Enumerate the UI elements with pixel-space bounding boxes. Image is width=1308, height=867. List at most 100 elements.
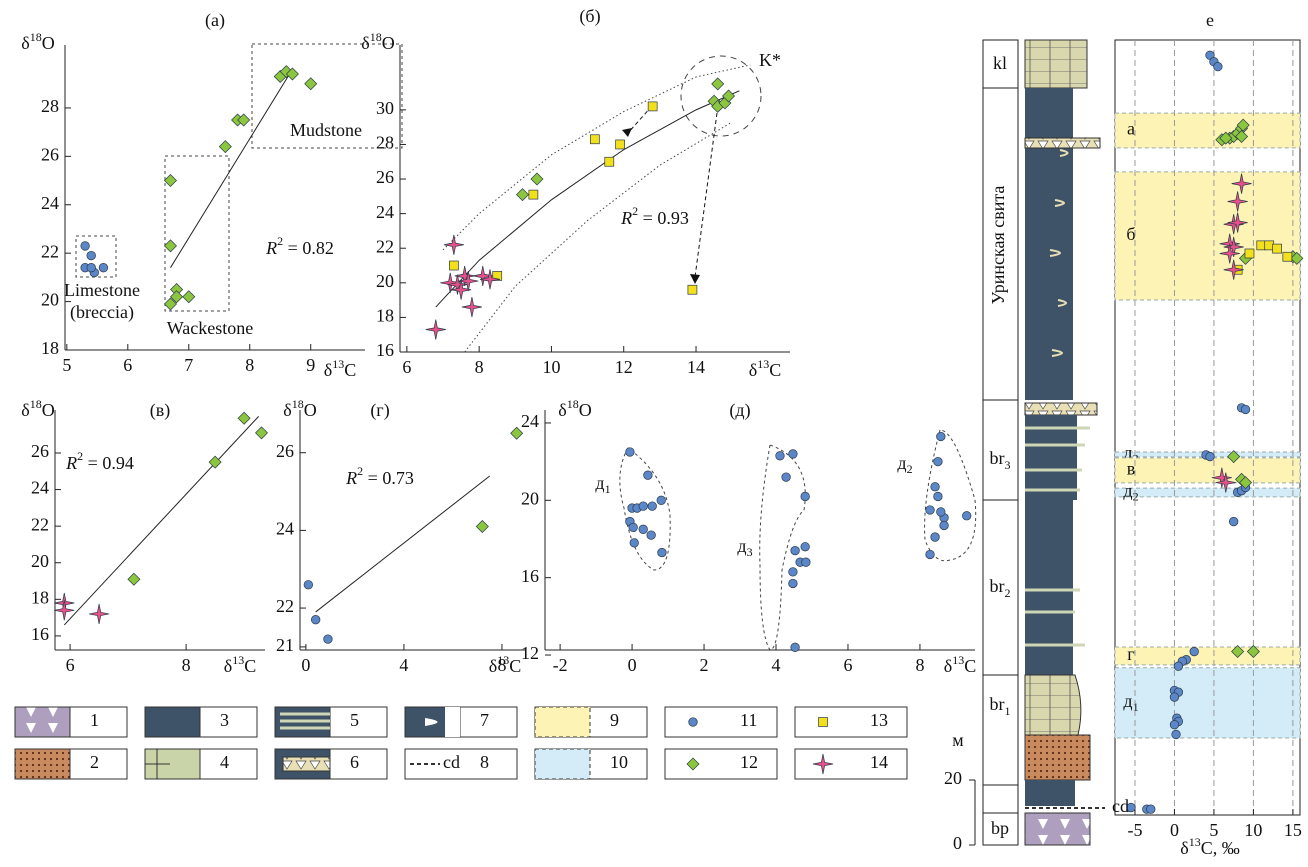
point [54,600,75,621]
band [1114,112,1301,149]
y-tick-label: 28 [41,96,59,116]
x-axis-label-part: C [244,656,256,676]
legend-swatch [145,749,170,779]
y-tick-label: 20 [31,551,49,571]
point [647,101,658,112]
panel-title: (д) [729,400,750,421]
point [788,578,798,589]
band [1114,171,1301,301]
y-tick-label: 20 [376,271,394,291]
point [1240,404,1251,415]
unit-label: br1 [990,694,1011,718]
band [1114,646,1301,666]
point [458,271,479,292]
y-tick-label: 24 [376,202,394,222]
annotation: д1 [595,473,610,496]
point [638,524,648,534]
point [255,426,269,440]
point [440,272,461,293]
annotation-part: 2 [77,449,83,463]
cd-label: cd [1112,796,1129,816]
legend-number: 7 [480,710,489,730]
legend-box [794,748,908,780]
point [1246,645,1260,659]
panel-title: (г) [370,400,389,421]
annotation-part: Limestone [64,280,140,300]
y-axis-label-part: 18 [370,30,382,44]
legend-swatch [534,748,591,780]
fit-line [435,90,740,308]
y-tick-label: 18 [41,338,59,358]
point [208,455,222,469]
x-tick-label: 15 [1284,820,1302,840]
point [1235,130,1249,144]
point [615,139,625,150]
x-axis-label-part: 13 [332,357,344,371]
point [163,239,177,253]
y-tick-label: 24 [276,519,294,539]
fit-line [170,68,293,268]
point [1244,248,1255,259]
unit-label: bp [991,818,1009,838]
annotation-part: R [65,453,77,473]
point [687,284,698,295]
fit-line [63,416,259,626]
annotation: R2 = 0.73 [345,464,414,488]
y-tick-label: 26 [31,441,49,461]
point [604,156,615,167]
unit-label: kl [993,53,1007,73]
unit-label-part: 2 [1005,586,1011,600]
band-label: а [1127,119,1135,139]
legend-number: 3 [220,710,229,730]
point [1231,173,1252,194]
annotation-part: = 0.93 [638,208,689,228]
point [170,290,184,304]
unit-label-part: 3 [1005,458,1011,472]
y-tick-label: 21 [276,635,294,655]
point [1219,243,1240,264]
point [646,530,656,540]
x-tick-label: 4 [772,655,781,675]
legend-swatch [282,756,331,772]
y-tick-label: 26 [276,441,294,461]
point [1213,61,1223,72]
x-tick-label: 7 [184,355,193,375]
point [425,319,446,340]
annotation-part: 2 [277,234,283,248]
legend-item: 9 [534,706,648,738]
annotation-part: K* [759,50,781,70]
x-tick-label: 0 [301,655,310,675]
x-axis-label: δ13C [224,653,257,676]
point [711,77,725,91]
x-tick-label: 8 [182,655,191,675]
point [643,470,653,480]
x-tick-label: 5 [1209,820,1218,840]
legend-number: 10 [610,752,628,772]
point [936,431,946,442]
band-label-part: д [1123,443,1132,463]
fit-line [315,475,491,613]
y-tick-label: 12 [521,643,539,663]
point [933,456,943,467]
y-axis-label-part: O [382,33,395,53]
annotation-part: = 0.73 [363,468,414,488]
legend-item: 14 [794,748,908,780]
point [629,538,639,548]
point [1173,661,1184,671]
point [939,520,949,531]
legend-number: 11 [740,710,757,730]
point [303,580,313,590]
y-axis-label: δ18O [558,397,591,420]
y-axis-label-part: 18 [30,30,42,44]
y-axis-label-part: δ [21,33,29,53]
point [98,263,109,273]
y-axis-label-part: 18 [30,397,42,411]
band [1114,457,1301,484]
annotation-part: Wackestone [167,318,254,338]
unit-label: br2 [990,576,1011,600]
unit-label: br3 [990,448,1011,472]
y-axis-label-part: 18 [567,397,579,411]
point [163,174,177,188]
point [625,447,635,457]
legend-item: 10 [534,748,648,780]
